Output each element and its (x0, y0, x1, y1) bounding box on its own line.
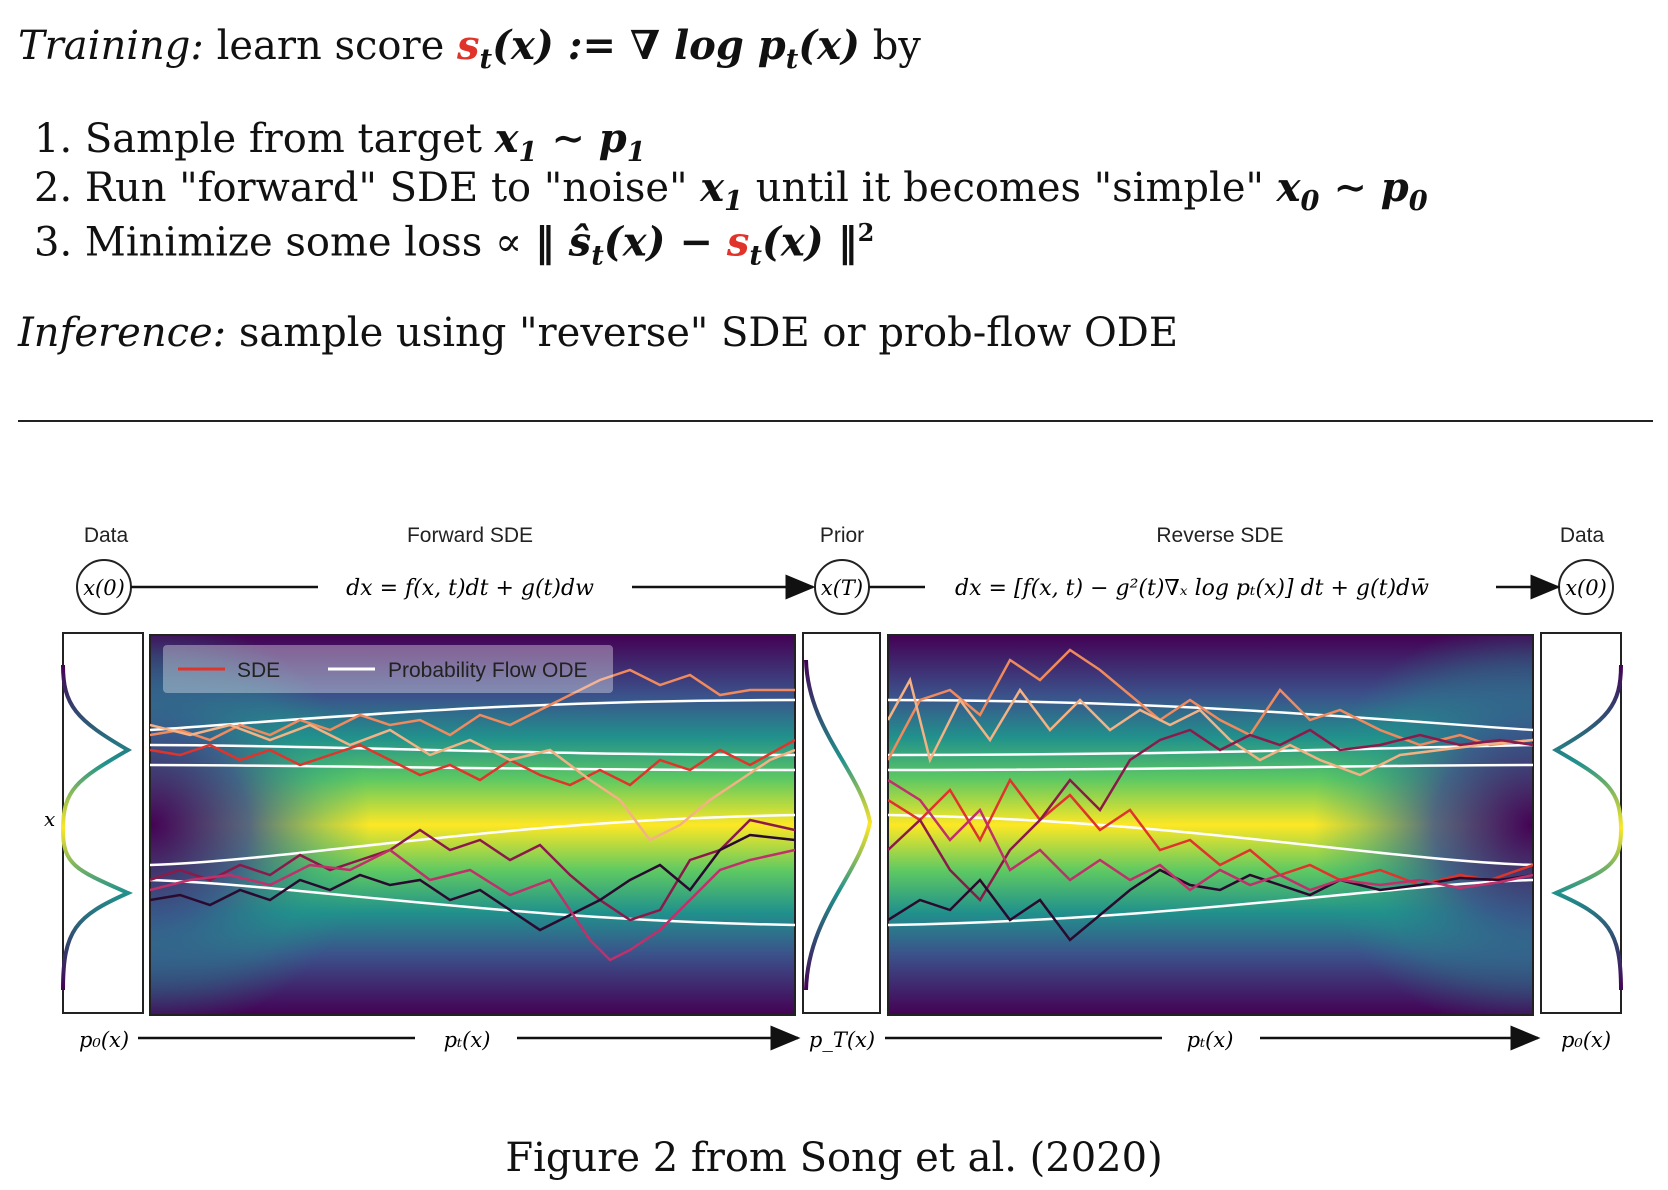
loss-sub: t (591, 239, 604, 272)
data-left-label: Data (84, 524, 129, 547)
data-density-left-panel (62, 632, 144, 1014)
step-number: 1. (34, 116, 73, 162)
step-text: Sample from target (84, 116, 482, 162)
step-math3: x (1276, 164, 1301, 211)
inference-line: Inference: sample using "reverse" SDE or… (18, 310, 1178, 356)
step-math: x (494, 115, 519, 162)
p-subscript: t (785, 43, 799, 75)
prior-density-curve (804, 659, 873, 991)
step-math-sub: 1 (518, 136, 538, 168)
step-text: Run "forward" SDE to "noise" (84, 165, 688, 211)
pT-label: p_T(x) (809, 1028, 875, 1052)
step-text2: until it becomes "simple" (755, 165, 1264, 211)
step-number: 3. (34, 219, 73, 266)
score-symbol: s (457, 22, 480, 69)
xT-text: x(T) (821, 576, 863, 600)
loss-exponent: 2 (857, 218, 875, 247)
loss-mid: (x) − (603, 218, 727, 266)
inference-label: Inference: (18, 310, 227, 356)
step-math4: ∼ p (1319, 164, 1409, 211)
forward-sde-paths (150, 668, 795, 962)
p-argument: (x) (798, 22, 860, 69)
step-math3-sub: 0 (1300, 185, 1320, 217)
prior-label: Prior (820, 524, 864, 547)
reverse-panel (887, 634, 1534, 1016)
score-subscript: t (479, 43, 493, 75)
inference-text: sample using "reverse" SDE or prob-flow … (238, 310, 1179, 356)
step-text: Minimize some loss ∝ (84, 219, 523, 266)
training-line: Training: learn score st(x) := ∇ log pt(… (18, 22, 921, 75)
x-axis-label: x (44, 807, 55, 831)
legend-box (163, 645, 613, 693)
forward-sde-label: Forward SDE (407, 524, 533, 547)
reverse-equation: dx = [f(x, t) − g²(t)∇ₓ log pₜ(x)] dt + … (955, 576, 1429, 601)
step-math2: ∼ p (537, 115, 627, 162)
legend-sde-label: SDE (237, 659, 280, 682)
training-text: learn score (216, 23, 445, 69)
score-definition: (x) := ∇ log p (492, 22, 786, 69)
pt-forward-label: pₜ(x) (444, 1028, 491, 1052)
step-3: 3. Minimize some loss ∝ ‖ ŝt(x) − st(x) … (34, 218, 874, 271)
step-math4-sub: 0 (1408, 185, 1428, 217)
data-density-right-curve (1551, 664, 1624, 991)
forward-equation: dx = f(x, t)dt + g(t)dw (346, 576, 594, 601)
loss-score: s (726, 218, 750, 266)
x0-right-text: x(0) (1565, 576, 1607, 600)
step-2: 2. Run "forward" SDE to "noise" x1 until… (34, 164, 1428, 217)
pt-reverse-label: pₜ(x) (1187, 1028, 1234, 1052)
x0-left-text: x(0) (83, 576, 125, 600)
data-density-right-panel (1540, 632, 1622, 1014)
sde-figure: Data Forward SDE Prior Reverse SDE Data … (44, 524, 1624, 1052)
training-label: Training: (18, 23, 204, 69)
loss-close: (x) ‖ (761, 218, 858, 266)
p0-left-label: p₀(x) (79, 1028, 129, 1052)
data-right-label: Data (1560, 524, 1605, 547)
loss-open: ‖ ŝ (534, 218, 592, 266)
prior-density-panel (802, 632, 881, 1014)
reverse-sde-paths (888, 648, 1533, 942)
data-density-left-curve (60, 664, 133, 991)
step-1: 1. Sample from target x1 ∼ p1 (34, 115, 646, 168)
loss-score-sub: t (749, 239, 762, 272)
step-math-sub: 1 (724, 185, 743, 217)
forward-panel: SDE Probability Flow ODE (149, 634, 796, 1016)
figure-caption: Figure 2 from Song et al. (2020) (505, 1135, 1163, 1181)
step-math: x (700, 164, 725, 211)
training-by: by (872, 23, 921, 69)
reverse-sde-label: Reverse SDE (1156, 524, 1283, 547)
step-number: 2. (34, 165, 73, 211)
step-math2-sub: 1 (626, 136, 646, 168)
legend-ode-label: Probability Flow ODE (388, 659, 588, 682)
forward-ode-lines (150, 698, 795, 927)
horizontal-rule (18, 420, 1653, 422)
p0-right-label: p₀(x) (1561, 1028, 1611, 1052)
